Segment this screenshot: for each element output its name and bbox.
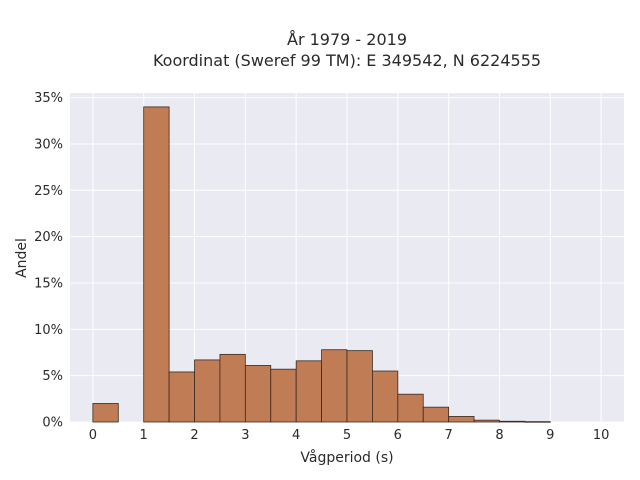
histogram-bar-8	[295, 360, 322, 423]
histogram-bar-11	[372, 370, 399, 423]
x-tick-label-10: 10	[593, 428, 610, 443]
chart-title-line-2: Koordinat (Sweref 99 TM): E 349542, N 62…	[153, 51, 541, 70]
histogram-bar-13	[422, 406, 450, 423]
histogram-bar-17	[524, 421, 551, 423]
y-tick-label-6: 30%	[34, 137, 63, 152]
grid-lines	[70, 93, 624, 423]
y-tick-label-7: 35%	[34, 91, 63, 106]
y-tick-label-0: 0%	[42, 416, 63, 431]
histogram-bar-3	[168, 371, 195, 423]
histogram-bar-15	[473, 419, 500, 423]
histogram-bar-2	[143, 106, 170, 423]
chart-title-line-1: År 1979 - 2019	[287, 30, 407, 49]
y-tick-label-1: 5%	[42, 369, 63, 384]
x-tick-label-2: 2	[190, 428, 198, 443]
histogram-bar-7	[270, 368, 297, 423]
y-tick-label-4: 20%	[34, 230, 63, 245]
y-tick-label-3: 15%	[34, 276, 63, 291]
histogram-bar-14	[448, 416, 475, 423]
x-axis-ticks: 0 1 2 3 4 5 6 7 8 9 10	[89, 428, 610, 443]
x-tick-label-1: 1	[140, 428, 148, 443]
x-tick-label-4: 4	[292, 428, 300, 443]
y-axis-ticks: 0% 5% 10% 15% 20% 25% 30% 35%	[34, 91, 63, 430]
histogram-bars	[92, 106, 551, 423]
histogram-bar-0	[92, 403, 119, 423]
histogram-bar-5	[219, 353, 246, 423]
y-axis-label: Andel	[14, 238, 30, 278]
histogram-bar-6	[244, 365, 272, 423]
x-axis-label: Vågperiod (s)	[300, 449, 393, 466]
histogram-bar-16	[499, 420, 526, 423]
histogram-bar-4	[194, 359, 221, 423]
x-tick-label-5: 5	[343, 428, 351, 443]
histogram-bar-12	[397, 393, 424, 423]
y-tick-label-2: 10%	[34, 323, 63, 338]
x-tick-label-7: 7	[445, 428, 453, 443]
x-tick-label-8: 8	[495, 428, 503, 443]
x-tick-label-0: 0	[89, 428, 97, 443]
histogram-bar-10	[346, 350, 373, 423]
x-tick-label-9: 9	[546, 428, 554, 443]
histogram-bar-9	[321, 349, 348, 423]
y-tick-label-5: 25%	[34, 184, 63, 199]
x-tick-label-6: 6	[394, 428, 402, 443]
x-tick-label-3: 3	[241, 428, 249, 443]
